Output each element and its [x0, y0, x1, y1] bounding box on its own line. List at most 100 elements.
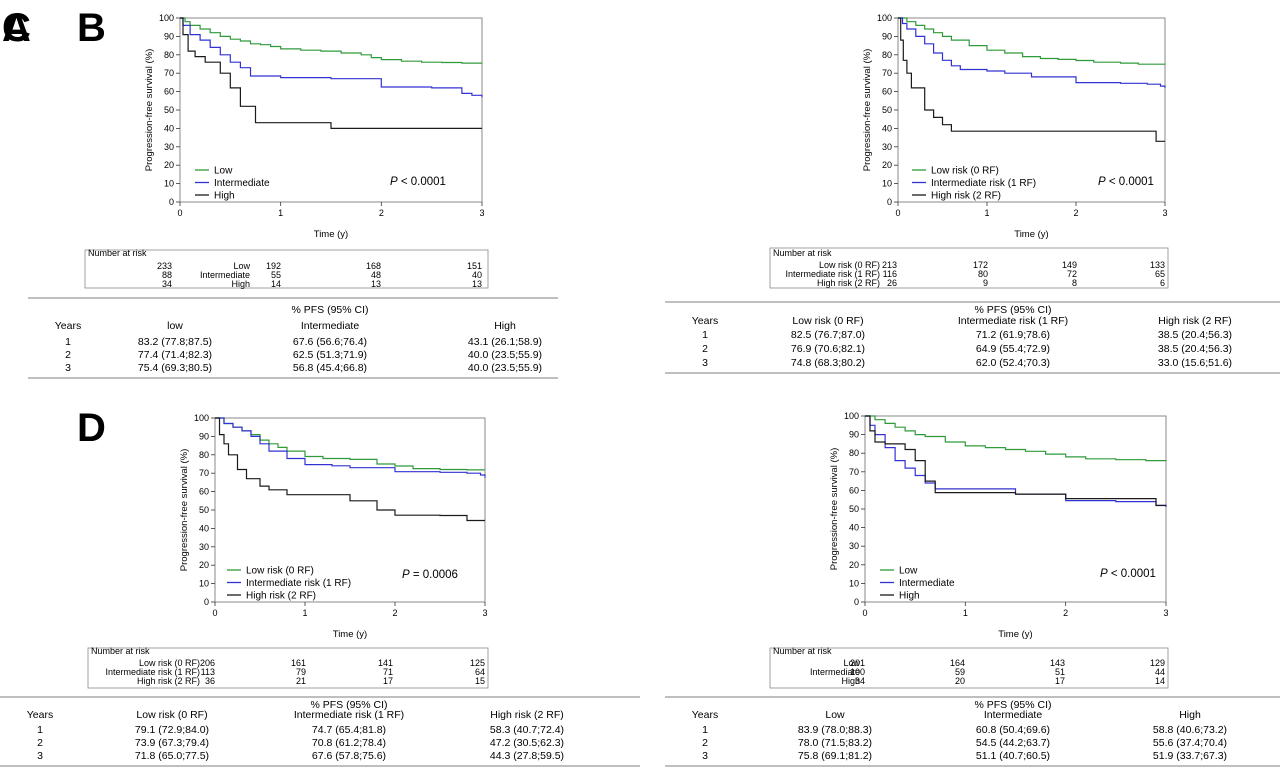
risk-row-label: High risk (2 RF)	[817, 278, 880, 288]
pfs-cell: 1	[37, 724, 43, 736]
risk-value: 51	[1055, 667, 1065, 677]
risk-table-title: Number at risk	[773, 248, 832, 258]
risk-value: 116	[883, 269, 897, 279]
y-tick-label: 60	[199, 487, 209, 497]
risk-table-title: Number at risk	[88, 248, 147, 258]
pfs-table-title: % PFS (95% CI)	[291, 304, 368, 316]
pfs-cell: 2	[37, 737, 43, 749]
y-tick-label: 60	[882, 87, 892, 97]
y-tick-label: 80	[849, 448, 859, 458]
pfs-cell: 2	[702, 737, 708, 749]
risk-value: 20	[955, 676, 965, 686]
panel-label: C	[2, 6, 31, 50]
pfs-cell: 3	[65, 362, 71, 374]
risk-value: 14	[1155, 676, 1165, 686]
risk-table-box	[87, 647, 489, 689]
series-line	[898, 17, 1165, 142]
risk-table-box	[84, 249, 489, 289]
pfs-cell: 58.8 (40.6;73.2)	[1153, 724, 1227, 736]
legend-entry: Intermediate risk (1 RF)	[246, 578, 351, 589]
pfs-cell: 76.9 (70.6;82.1)	[791, 343, 865, 355]
series-line	[865, 415, 1167, 462]
legend-entry: Low risk (0 RF)	[931, 166, 999, 177]
pfs-cell: 58.3 (40.7;72.4)	[490, 724, 564, 736]
legend-entry: Low	[899, 566, 918, 577]
y-tick-label: 0	[854, 597, 859, 607]
pfs-cell: 83.9 (78.0;88.3)	[798, 724, 872, 736]
pfs-cell: 47.2 (30.5;62.3)	[490, 737, 564, 749]
risk-value: 15	[475, 676, 485, 686]
risk-value: 44	[1155, 667, 1165, 677]
x-tick-label: 1	[963, 608, 968, 618]
y-tick-label: 60	[849, 485, 859, 495]
risk-value: 141	[378, 658, 393, 668]
risk-row-label: Intermediate	[810, 667, 860, 677]
risk-value: 71	[383, 667, 393, 677]
pfs-table-title: % PFS (95% CI)	[974, 699, 1051, 711]
risk-value: 113	[201, 667, 215, 677]
panel-d: 0 10 20 30 40 50 60 70 80 90 100 0 1 2 3 Time (y) Progre…	[77, 384, 1280, 768]
legend-entry: Low	[214, 166, 233, 177]
pfs-cell: 1	[702, 724, 708, 736]
p-value-symbol: P	[390, 176, 398, 188]
risk-value: 13	[472, 279, 482, 289]
pfs-cell: 64.9 (55.4;72.9)	[976, 343, 1050, 355]
risk-value: 13	[371, 279, 381, 289]
risk-value: 201	[850, 658, 865, 668]
pfs-cell: 54.5 (44.2;63.7)	[976, 737, 1050, 749]
pfs-cell: 3	[37, 750, 43, 762]
legend-entry: Low risk (0 RF)	[246, 566, 314, 577]
pfs-header: Years	[27, 709, 53, 721]
y-axis-label: Progression-free survival (%)	[862, 49, 873, 171]
pfs-cell: 70.8 (61.2;78.4)	[312, 737, 386, 749]
y-tick-label: 10	[199, 579, 209, 589]
y-tick-label: 10	[164, 179, 174, 189]
risk-value: 34	[162, 279, 172, 289]
y-tick-label: 20	[164, 160, 174, 170]
y-tick-label: 80	[199, 450, 209, 460]
risk-row-label: Intermediate risk (1 RF)	[785, 269, 880, 279]
risk-row-label: High risk (2 RF)	[137, 676, 200, 686]
risk-value: 36	[205, 676, 215, 686]
series-line	[215, 417, 485, 471]
pfs-cell: 62.0 (52.4;70.3)	[976, 357, 1050, 369]
x-axis-label: Time (y)	[998, 629, 1032, 640]
risk-value: 161	[291, 658, 306, 668]
series-line	[180, 17, 482, 129]
x-tick-label: 0	[177, 208, 182, 218]
y-tick-label: 90	[199, 431, 209, 441]
pfs-header: Intermediate risk (1 RF)	[958, 315, 1068, 327]
p-value: P = 0.0006	[402, 569, 458, 581]
risk-value: 48	[371, 270, 381, 280]
series-line	[180, 17, 483, 64]
panel-a: 0 10 20 30 40 50 60 70 80 90 100 0 1 2 3 Time (y) Progre…	[0, 0, 640, 384]
risk-row-label: High	[841, 676, 860, 686]
risk-value: 64	[475, 667, 485, 677]
x-tick-label: 2	[392, 608, 397, 618]
pfs-cell: 3	[702, 750, 708, 762]
pfs-cell: 33.0 (15.6;51.6)	[1158, 357, 1232, 369]
pfs-cell: 40.0 (23.5;55.9)	[468, 349, 542, 361]
risk-value: 65	[1155, 269, 1165, 279]
pfs-header: High	[1179, 709, 1201, 721]
x-tick-label: 1	[278, 208, 283, 218]
y-tick-label: 0	[887, 197, 892, 207]
y-axis-label: Progression-free survival (%)	[144, 49, 155, 171]
risk-value: 125	[470, 658, 485, 668]
panel-label: A	[2, 6, 31, 50]
pfs-cell: 3	[702, 357, 708, 369]
risk-value: 233	[157, 261, 172, 271]
y-tick-label: 100	[877, 13, 892, 23]
series-line	[215, 417, 486, 478]
y-tick-label: 70	[164, 68, 174, 78]
y-tick-label: 30	[199, 542, 209, 552]
risk-value: 164	[950, 658, 965, 668]
x-axis-label: Time (y)	[333, 629, 367, 640]
pfs-cell: 2	[702, 343, 708, 355]
risk-value: 55	[271, 270, 281, 280]
pfs-header: Intermediate risk (1 RF)	[294, 709, 404, 721]
y-tick-label: 10	[882, 179, 892, 189]
x-axis-label: Time (y)	[1014, 229, 1048, 240]
pfs-cell: 74.8 (68.3;80.2)	[791, 357, 865, 369]
